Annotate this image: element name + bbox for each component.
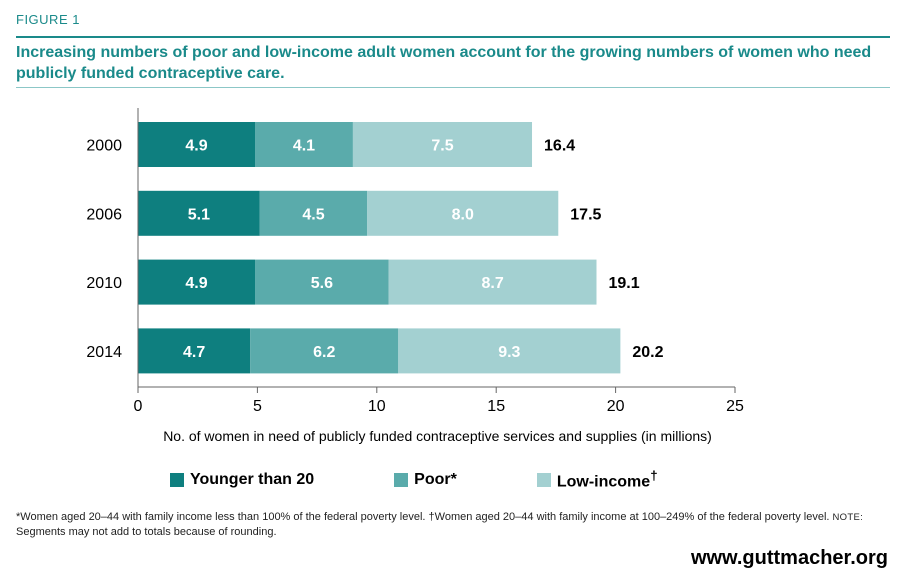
bar-segment-younger	[138, 259, 256, 305]
bar-segment-poor	[250, 328, 399, 374]
bar-segment-younger	[138, 122, 256, 167]
data-label-younger: 4.9	[185, 275, 207, 292]
data-label-low-income: 9.3	[498, 344, 520, 361]
bar-segment-younger	[138, 328, 251, 374]
bar-segment-low-income	[388, 259, 597, 305]
source-url[interactable]: www.guttmacher.org	[690, 547, 888, 569]
figure-label: FIGURE 1	[16, 12, 80, 27]
legend-item-younger: Younger than 20	[170, 471, 314, 489]
legend-item-low-income: Low-income†	[536, 468, 658, 491]
x-axis-label: No. of women in need of publicly funded …	[163, 428, 712, 444]
legend-swatch-poor	[394, 473, 409, 487]
data-label-poor: 5.6	[311, 275, 333, 292]
legend-label-poor: Poor*	[414, 471, 457, 488]
legend-label-younger: Younger than 20	[190, 471, 315, 488]
footnote: *Women aged 20–44 with family income les…	[16, 510, 886, 540]
bar-segment-poor	[255, 122, 353, 167]
top-rule	[16, 36, 890, 38]
data-label-younger: 4.7	[183, 344, 205, 361]
total-label: 17.5	[570, 206, 601, 223]
x-tick-label: 0	[134, 398, 143, 415]
legend-label-low-income: Low-income†	[556, 468, 658, 491]
footnote-note-text: Segments may not add to totals because o…	[16, 526, 277, 538]
data-label-low-income: 7.5	[431, 138, 453, 155]
total-label: 20.2	[632, 344, 663, 361]
total-label: 16.4	[544, 138, 575, 155]
data-label-low-income: 8.7	[481, 275, 503, 292]
x-tick-label: 5	[253, 398, 262, 415]
y-tick-label: 2006	[86, 206, 122, 223]
title-rule	[16, 87, 890, 88]
bar-segment-low-income	[398, 328, 621, 374]
x-tick-label: 10	[368, 398, 386, 415]
data-label-poor: 4.1	[293, 138, 315, 155]
data-label-younger: 4.9	[185, 138, 207, 155]
bar-segment-younger	[138, 190, 260, 236]
legend: Younger than 20 Poor* Low-income†	[170, 468, 738, 492]
chart-title: Increasing numbers of poor and low-incom…	[16, 44, 872, 82]
total-label: 19.1	[608, 275, 639, 292]
data-label-younger: 5.1	[188, 206, 210, 223]
legend-swatch-younger	[170, 473, 184, 487]
data-label-poor: 4.5	[302, 206, 324, 223]
y-tick-label: 2010	[86, 275, 122, 292]
x-tick-label: 20	[607, 398, 625, 415]
data-label-low-income: 8.0	[452, 206, 474, 223]
legend-item-poor: Poor*	[394, 471, 457, 489]
x-tick-label: 25	[726, 398, 744, 415]
bar-segment-low-income	[352, 122, 533, 167]
legend-dagger: †	[650, 468, 658, 484]
y-tick-label: 2014	[86, 344, 122, 361]
bar-segment-poor	[255, 259, 389, 305]
legend-swatch-low-income	[536, 472, 551, 487]
footnote-note-label: NOTE:	[832, 512, 864, 523]
y-tick-label: 2000	[86, 138, 122, 155]
bar-segment-poor	[259, 190, 368, 236]
data-label-poor: 6.2	[313, 344, 335, 361]
x-tick-label: 15	[487, 398, 505, 415]
footnote-text: *Women aged 20–44 with family income les…	[16, 511, 833, 523]
bar-segment-low-income	[367, 190, 559, 236]
